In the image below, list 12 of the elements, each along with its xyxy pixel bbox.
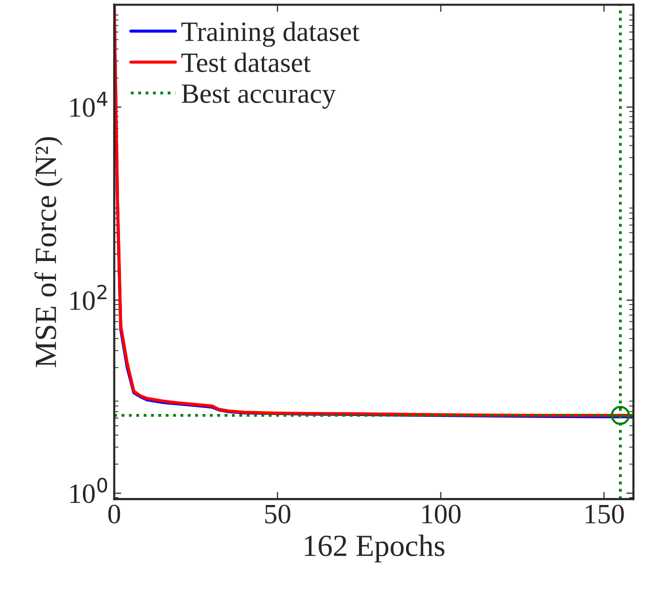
x-tick-label: 100 — [422, 504, 461, 524]
x-tick-label: 50 — [265, 504, 290, 524]
legend-label: Best accuracy — [182, 84, 336, 109]
legend-label: Training dataset — [181, 22, 360, 47]
legend-label: Test dataset — [181, 52, 311, 72]
x-tick-label: 0 — [108, 504, 120, 524]
x-axis-title: 162 Epochs — [304, 534, 444, 562]
y-tick-label: 10$^{0}$ — [70, 478, 108, 504]
y-tick-label: 10$^{4}$ — [70, 92, 108, 117]
x-tick-label: 150 — [586, 504, 624, 524]
y-tick-label: 10$^{2}$ — [70, 284, 106, 310]
y-axis-title: MSE of Force (N²) — [34, 137, 62, 368]
